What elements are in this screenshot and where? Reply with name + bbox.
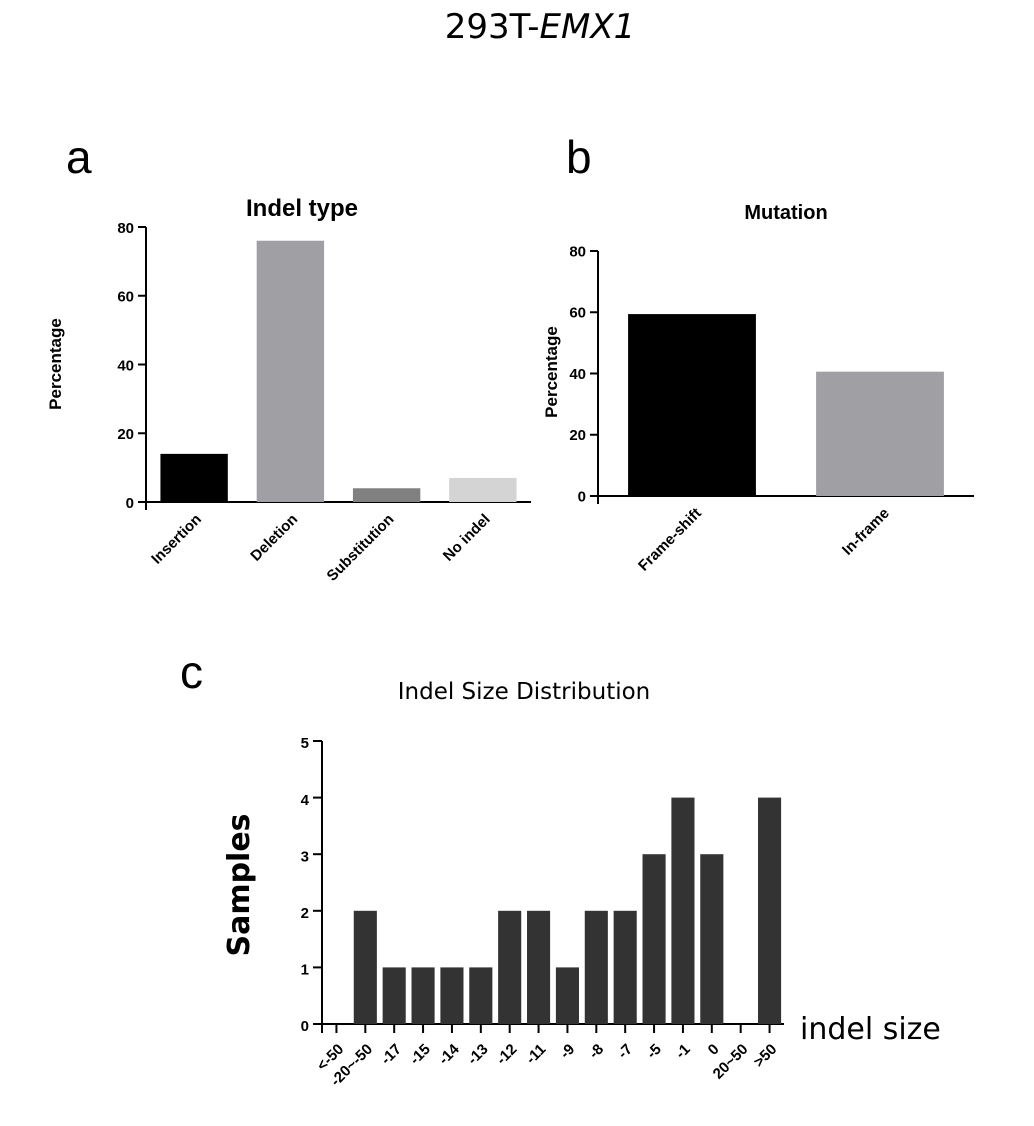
c-bar [527, 910, 551, 1024]
a-xtick-label: Insertion [148, 511, 205, 568]
figure-title: 293T-EMX1 [445, 7, 636, 47]
c-xtick-label: -11 [523, 1041, 550, 1068]
c-xtick-label: >50 [750, 1041, 780, 1071]
c-bar [671, 797, 695, 1024]
panel-c-letter: c [180, 646, 203, 698]
b-bar [628, 314, 756, 496]
c-ytick-label: 0 [301, 1018, 309, 1035]
figure-title-gene: EMX1 [540, 7, 636, 47]
panel-a-plot: 0 20 40 60 80 Insertion Deletion Substitution No… [117, 220, 531, 585]
b-xtick-label: In-frame [839, 505, 893, 559]
panel-b-plot: 0 20 40 60 80 Frame-shift In-frame [569, 243, 974, 575]
a-ytick-label: 60 [117, 289, 134, 306]
c-ytick-label: 1 [301, 962, 309, 979]
c-xtick-label: -5 [643, 1041, 664, 1062]
c-xtick-label: 0 [705, 1041, 723, 1059]
panel-b-ylabel: Percentage [542, 326, 561, 418]
a-xtick-label: Deletion [247, 511, 301, 565]
c-xtick-label: -15 [407, 1041, 434, 1068]
c-xtick-label: -12 [493, 1041, 520, 1068]
c-xtick-label: -17 [378, 1041, 405, 1068]
panel-b-letter: b [566, 131, 592, 183]
a-xtick-label: No indel [440, 511, 494, 565]
b-ytick-label: 40 [569, 366, 586, 383]
panel-a-letter: a [66, 131, 92, 183]
c-xtick-label: -14 [435, 1040, 463, 1068]
b-ytick-label: 60 [569, 305, 586, 322]
c-ytick-label: 2 [301, 905, 309, 922]
c-ytick-label: 4 [301, 792, 310, 809]
c-xtick-label: -1 [672, 1041, 693, 1062]
c-ytick-label: 5 [301, 735, 309, 752]
c-bar [758, 797, 782, 1024]
a-bar [352, 488, 421, 502]
a-ytick-label: 0 [126, 495, 134, 512]
panel-c-title: Indel Size Distribution [398, 679, 651, 705]
panel-c-ylabel: Samples [222, 813, 257, 956]
panel-a-title: Indel type [246, 195, 358, 222]
a-bar [449, 477, 517, 502]
c-bar [613, 910, 637, 1024]
panel-c: c Indel Size Distribution Samples indel … [180, 646, 941, 1090]
c-bar [642, 854, 666, 1024]
c-bar [353, 910, 377, 1024]
panel-c-xlabel: indel size [800, 1012, 941, 1047]
c-xtick-label: -13 [464, 1041, 491, 1068]
c-bar [700, 854, 724, 1024]
c-bar [382, 967, 406, 1024]
figure-title-prefix: 293T- [445, 7, 540, 47]
a-ytick-label: 80 [117, 220, 134, 237]
a-xtick-label: Substitution [324, 511, 398, 585]
panel-b-title: Mutation [744, 202, 827, 224]
a-ytick-label: 20 [117, 426, 134, 443]
c-bar [411, 967, 435, 1024]
c-xtick-label: -9 [557, 1041, 578, 1062]
c-xtick-label: -7 [615, 1041, 636, 1062]
a-bar [160, 453, 228, 502]
b-ytick-label: 20 [569, 427, 586, 444]
c-ytick-label: 3 [301, 848, 309, 865]
c-bar [440, 967, 464, 1024]
c-bar [584, 910, 608, 1024]
c-bar [555, 967, 579, 1024]
c-xtick-label: -8 [586, 1041, 607, 1062]
b-bar [816, 371, 944, 496]
panel-a: a Indel type Percentage 0 20 40 60 80 Inserti… [46, 131, 531, 585]
panel-b: b Mutation Percentage 0 20 40 60 80 Frame-shi… [542, 131, 974, 575]
a-bar [256, 240, 325, 502]
panel-a-ylabel: Percentage [46, 318, 65, 410]
c-bar [469, 967, 493, 1024]
a-ytick-label: 40 [117, 357, 134, 374]
b-ytick-label: 0 [578, 488, 586, 505]
b-xtick-label: Frame-shift [635, 505, 705, 575]
b-ytick-label: 80 [569, 243, 586, 260]
c-bar [498, 910, 522, 1024]
